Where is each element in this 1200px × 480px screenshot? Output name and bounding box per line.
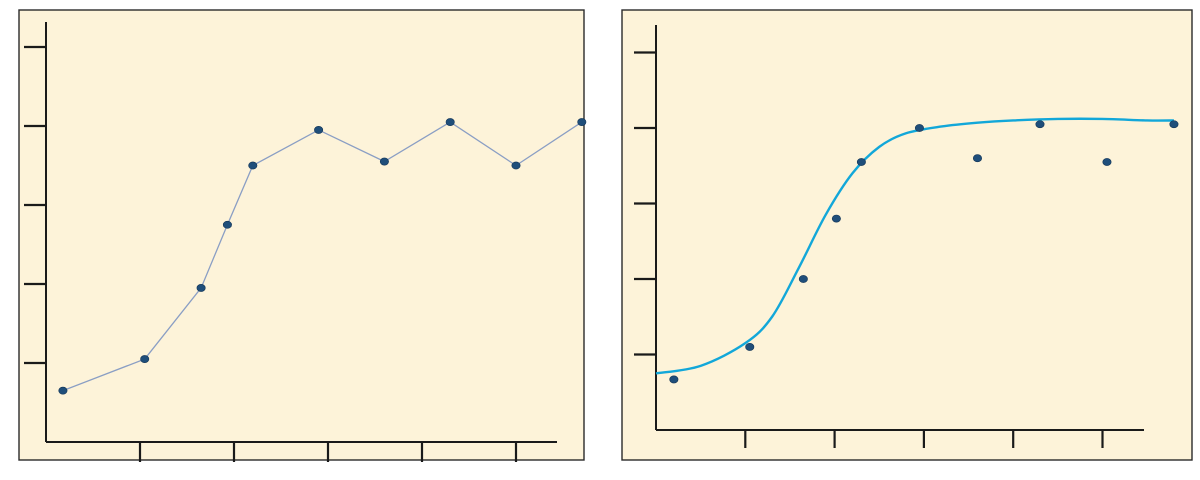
data-point <box>222 220 232 229</box>
data-point <box>1102 158 1112 166</box>
panel-background <box>18 9 585 461</box>
fit-curve <box>655 117 1174 375</box>
data-point <box>445 118 455 126</box>
data-point <box>314 126 324 134</box>
data-point <box>798 275 808 283</box>
data-point <box>856 158 866 166</box>
right-chart-panel <box>621 9 1193 461</box>
panel-background <box>621 9 1193 461</box>
data-point <box>1169 120 1179 129</box>
data-point <box>745 343 755 351</box>
series-line <box>62 121 583 392</box>
data-point <box>1035 120 1045 129</box>
left-chart-panel <box>18 9 587 462</box>
data-point <box>248 161 258 170</box>
data-point <box>511 161 521 170</box>
data-point <box>58 386 68 395</box>
data-point <box>196 284 206 292</box>
data-point <box>914 124 924 132</box>
data-point <box>577 118 587 126</box>
data-point <box>379 157 389 166</box>
data-point <box>669 375 679 384</box>
data-point <box>831 214 841 223</box>
data-point <box>972 154 982 163</box>
data-point <box>140 355 150 363</box>
